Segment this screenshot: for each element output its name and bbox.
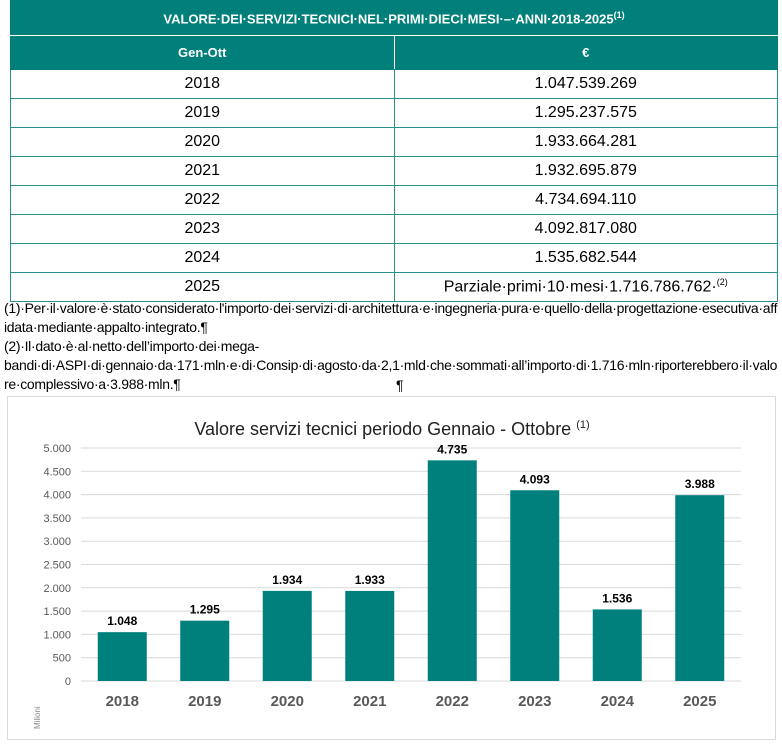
value-cell: 1.047.539.269 (393, 69, 778, 99)
x-tick-label: 2021 (353, 693, 386, 710)
cell-text: 4.734.694.110 (535, 191, 637, 208)
cell-text: 1.047.539.269 (534, 75, 637, 92)
value-cell: 4.734.694.110 (393, 185, 778, 215)
value-cell: 1.295.237.575 (393, 98, 778, 128)
bar (97, 632, 147, 681)
y-tick-label: 2.500 (43, 560, 71, 572)
year-cell: 2021 (10, 156, 395, 186)
x-tick-label: 2023 (518, 693, 551, 710)
table-row: 2023 4.092.817.080 (10, 214, 778, 244)
year-cell: 2020 (10, 127, 395, 157)
y-tick-label: 1.000 (43, 629, 71, 641)
cell-text: 1.295.237.575 (534, 104, 637, 121)
cell-text: 2024 (184, 249, 221, 266)
y-tick-label: 3.500 (43, 513, 71, 525)
year-cell: 2023 (10, 214, 395, 244)
data-label: 1.536 (602, 591, 632, 605)
cell-text: Parziale·primi·10·mesi·1.716.786.762· (443, 278, 717, 296)
data-label: 1.048 (107, 614, 137, 628)
bar (180, 620, 230, 681)
footnote-1: (1)·Per·il·valore·è·stato·considerato·l'… (4, 300, 778, 335)
footnote-2: (2)·Il·dato·è·al·netto·dell’importo·dei·… (4, 338, 778, 392)
pilcrow: ¶ (396, 377, 404, 393)
table-row: 2021 1.932.695.879 (10, 156, 778, 186)
x-tick-label: 2022 (436, 693, 469, 710)
cell-text: 2019 (184, 104, 221, 121)
year-cell: 2022 (10, 185, 395, 215)
cell-text: 2020 (184, 133, 221, 150)
value-cell: 1.932.695.879 (393, 156, 778, 186)
bar (262, 590, 312, 681)
value-cell: 4.092.817.080 (393, 214, 778, 244)
cell-text: 1.535.682.544 (534, 249, 637, 266)
cell-text: 2025 (184, 278, 221, 295)
header-euro: € (393, 35, 778, 70)
data-label: 1.295 (190, 603, 220, 617)
bar (510, 490, 560, 681)
data-label: 1.934 (272, 573, 302, 587)
year-cell: 2025 (10, 272, 395, 302)
bar (427, 460, 477, 681)
y-tick-label: 500 (53, 653, 71, 665)
y-tick-label: 1.500 (43, 606, 71, 618)
cell-text: 2018 (184, 75, 221, 92)
x-tick-label: 2025 (683, 693, 716, 710)
data-label: 3.988 (685, 477, 715, 491)
chart: Valore servizi tecnici periodo Gennaio -… (7, 396, 776, 740)
cell-text: 2023 (184, 220, 221, 237)
year-cell: 2024 (10, 243, 395, 273)
cell-text: 1.933.664.281 (534, 133, 637, 150)
cell-text: 2022 (184, 191, 221, 208)
chart-title: Valore servizi tecnici periodo Gennaio -… (194, 419, 589, 439)
header-period: Gen-Ott (10, 35, 395, 70)
table-row: 2019 1.295.237.575 (10, 98, 778, 128)
bar-chart: Valore servizi tecnici periodo Gennaio -… (33, 419, 741, 729)
y-tick-label: 4.000 (43, 490, 71, 502)
table-title-text: VALORE·DEI·SERVIZI·TECNICI·NEL·PRIMI·DIE… (163, 11, 614, 27)
table-row: 2018 1.047.539.269 (10, 69, 778, 99)
y-tick-label: 3.000 (43, 536, 71, 548)
y-tick-label: 2.000 (43, 583, 71, 595)
year-cell: 2019 (10, 98, 395, 128)
year-cell: 2018 (10, 69, 395, 99)
table-title-footnote-ref: (1) (613, 9, 625, 20)
table-row: 2022 4.734.694.110 (10, 185, 778, 215)
bar (675, 495, 725, 681)
table-row: 2025 Parziale·primi·10·mesi·1.716.786.762… (10, 272, 778, 302)
bar (345, 590, 395, 681)
x-tick-label: 2024 (601, 693, 635, 710)
x-tick-label: 2019 (188, 693, 221, 710)
table-title: VALORE·DEI·SERVIZI·TECNICI·NEL·PRIMI·DIE… (10, 0, 778, 36)
table-row: 2024 1.535.682.544 (10, 243, 778, 273)
data-table: VALORE·DEI·SERVIZI·TECNICI·NEL·PRIMI·DIE… (10, 0, 778, 302)
table-row: 2020 1.933.664.281 (10, 127, 778, 157)
data-label: 4.735 (437, 442, 467, 456)
y-tick-label: 4.500 (43, 466, 71, 478)
data-label: 4.093 (520, 472, 550, 486)
x-tick-label: 2020 (271, 693, 304, 710)
value-cell: Parziale·primi·10·mesi·1.716.786.762·(2) (393, 272, 778, 302)
data-label: 1.933 (355, 573, 385, 587)
value-cell: 1.933.664.281 (393, 127, 778, 157)
x-tick-label: 2018 (106, 693, 139, 710)
y-tick-label: 0 (65, 676, 71, 688)
y-axis-label: Milioni (33, 706, 42, 729)
footnote-ref: (2) (716, 277, 728, 288)
footnotes: (1)·Per·il·valore·è·stato·considerato·l'… (4, 299, 778, 394)
cell-text: 1.932.695.879 (534, 162, 637, 179)
chart-title-footnote-ref: (1) (576, 419, 589, 431)
cell-text: 4.092.817.080 (534, 220, 637, 237)
value-cell: 1.535.682.544 (393, 243, 778, 273)
bar (592, 609, 642, 681)
cell-text: 2021 (184, 162, 221, 179)
y-tick-label: 5.000 (43, 443, 71, 455)
